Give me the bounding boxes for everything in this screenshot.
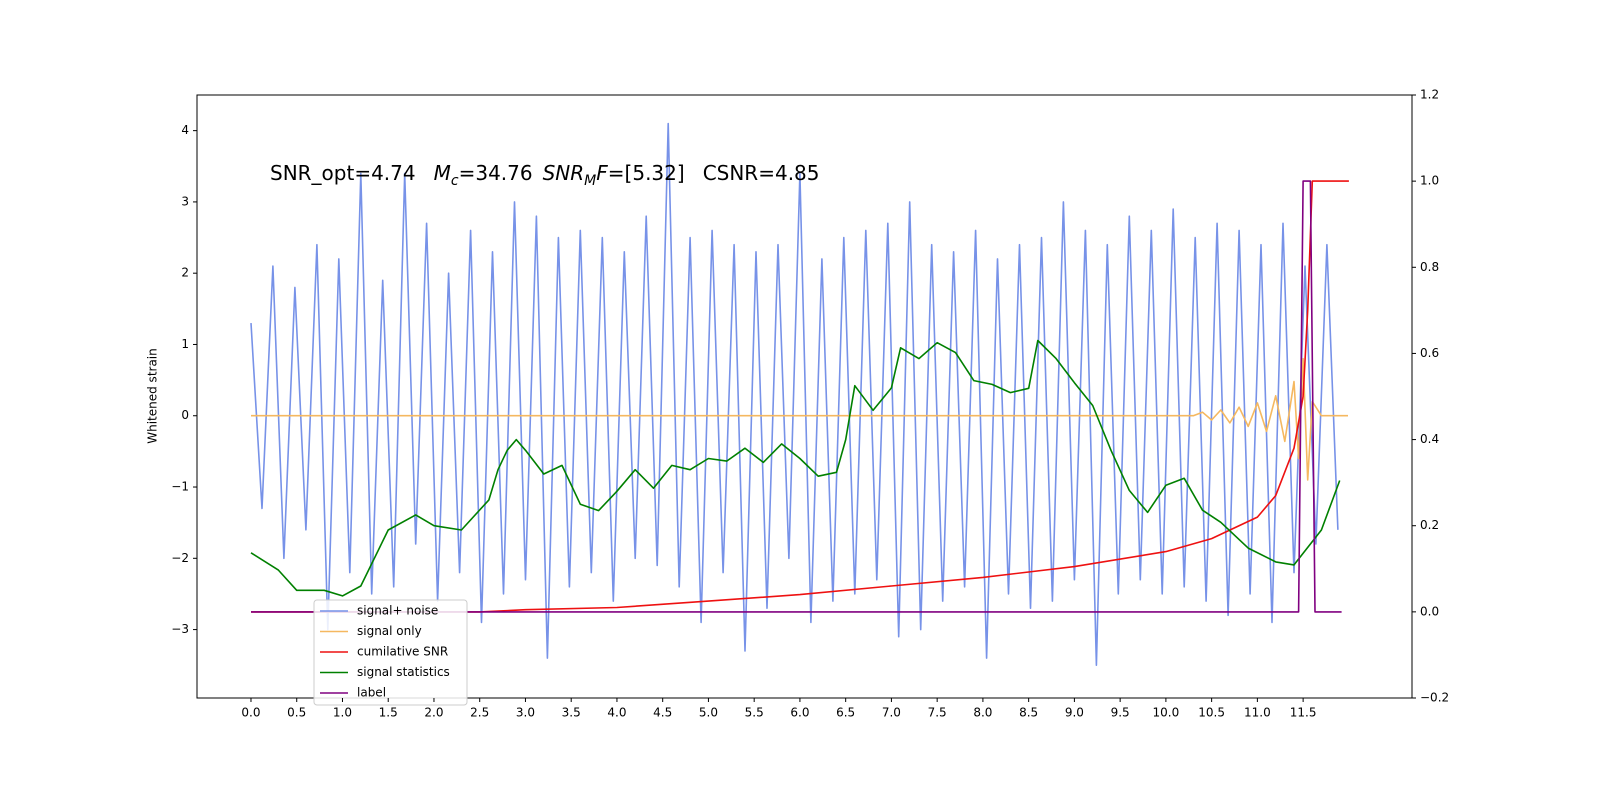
x-tick-label: 8.5 — [1019, 706, 1038, 720]
legend-box — [313, 599, 468, 706]
legend: signal+ noise signal only cumilative SNR si… — [313, 599, 468, 706]
series-line — [251, 180, 1349, 613]
y-tick-label: −3 — [171, 622, 189, 636]
y-tick-label: 4 — [181, 123, 189, 137]
y-tick-label: 1 — [181, 337, 189, 351]
x-tick-label: 6.0 — [790, 706, 809, 720]
x-tick-label: 7.5 — [928, 706, 947, 720]
x-tick-label: 1.5 — [379, 706, 398, 720]
x-tick-label: 10.5 — [1198, 706, 1225, 720]
legend-label: cumilative SNR — [357, 645, 448, 659]
series-line — [250, 339, 1341, 597]
x-tick-label: 5.0 — [699, 706, 718, 720]
axes-frame — [196, 94, 1413, 699]
annotation-part: F — [596, 161, 608, 185]
x-tick-label: 4.5 — [653, 706, 672, 720]
annotation-part: CSNR=4.85 — [703, 161, 820, 185]
x-tick-label: 3.0 — [516, 706, 535, 720]
x-tick-label: 7.0 — [882, 706, 901, 720]
legend-label: signal statistics — [357, 665, 450, 679]
annotation-part: =[5.32] — [608, 161, 685, 185]
legend-label: signal+ noise — [357, 604, 438, 618]
y-tick-label: −1 — [171, 480, 189, 494]
x-tick-label: 8.0 — [973, 706, 992, 720]
x-tick-label: 4.0 — [607, 706, 626, 720]
x-tick-label: 1.0 — [333, 706, 352, 720]
x-tick-label: 11.0 — [1244, 706, 1271, 720]
annotation-part: M — [584, 173, 596, 189]
legend-label: signal only — [357, 624, 422, 638]
legend-label: label — [357, 686, 386, 700]
series-line — [250, 122, 1339, 666]
y-axis-label: Whitened strain — [146, 348, 160, 444]
x-tick-label: 5.5 — [745, 706, 764, 720]
annotation: SNR_opt=4.74 Mc=34.76 SNRMF=[5.32] CSNR=4.8… — [270, 161, 820, 189]
y2-tick-label: 0.6 — [1420, 346, 1439, 360]
x-tick-label: 2.5 — [470, 706, 489, 720]
x-tick-label: 2.0 — [424, 706, 443, 720]
x-tick-label: 10.0 — [1153, 706, 1180, 720]
y-tick-label: 3 — [181, 194, 189, 208]
annotation-part: =34.76 — [459, 161, 533, 185]
y2-tick-label: 0.0 — [1420, 604, 1439, 618]
x-tick-label: 6.5 — [836, 706, 855, 720]
y2-tick-label: −0.2 — [1420, 691, 1449, 705]
annotation-part: SNR — [543, 161, 585, 185]
y-tick-label: 2 — [181, 266, 189, 280]
x-tick-label: 9.0 — [1065, 706, 1084, 720]
annotation-part: c — [451, 173, 459, 189]
y2-tick-label: 1.0 — [1420, 174, 1439, 188]
x-tick-label: 3.5 — [562, 706, 581, 720]
y-tick-label: 0 — [181, 408, 189, 422]
y2-tick-label: 0.8 — [1420, 260, 1439, 274]
y2-tick-label: 1.2 — [1420, 88, 1439, 102]
x-tick-label: 0.0 — [241, 706, 260, 720]
annotation-part: SNR_opt=4.74 — [270, 161, 416, 185]
y-tick-label: −2 — [171, 551, 189, 565]
y2-tick-label: 0.4 — [1420, 432, 1439, 446]
x-tick-label: 11.5 — [1290, 706, 1317, 720]
plot-area — [250, 122, 1349, 666]
series-line — [251, 357, 1348, 481]
x-tick-label: 0.5 — [287, 706, 306, 720]
series-line — [251, 180, 1342, 613]
annotation-part: M — [434, 161, 451, 185]
y2-tick-label: 0.2 — [1420, 518, 1439, 532]
x-tick-label: 9.5 — [1111, 706, 1130, 720]
